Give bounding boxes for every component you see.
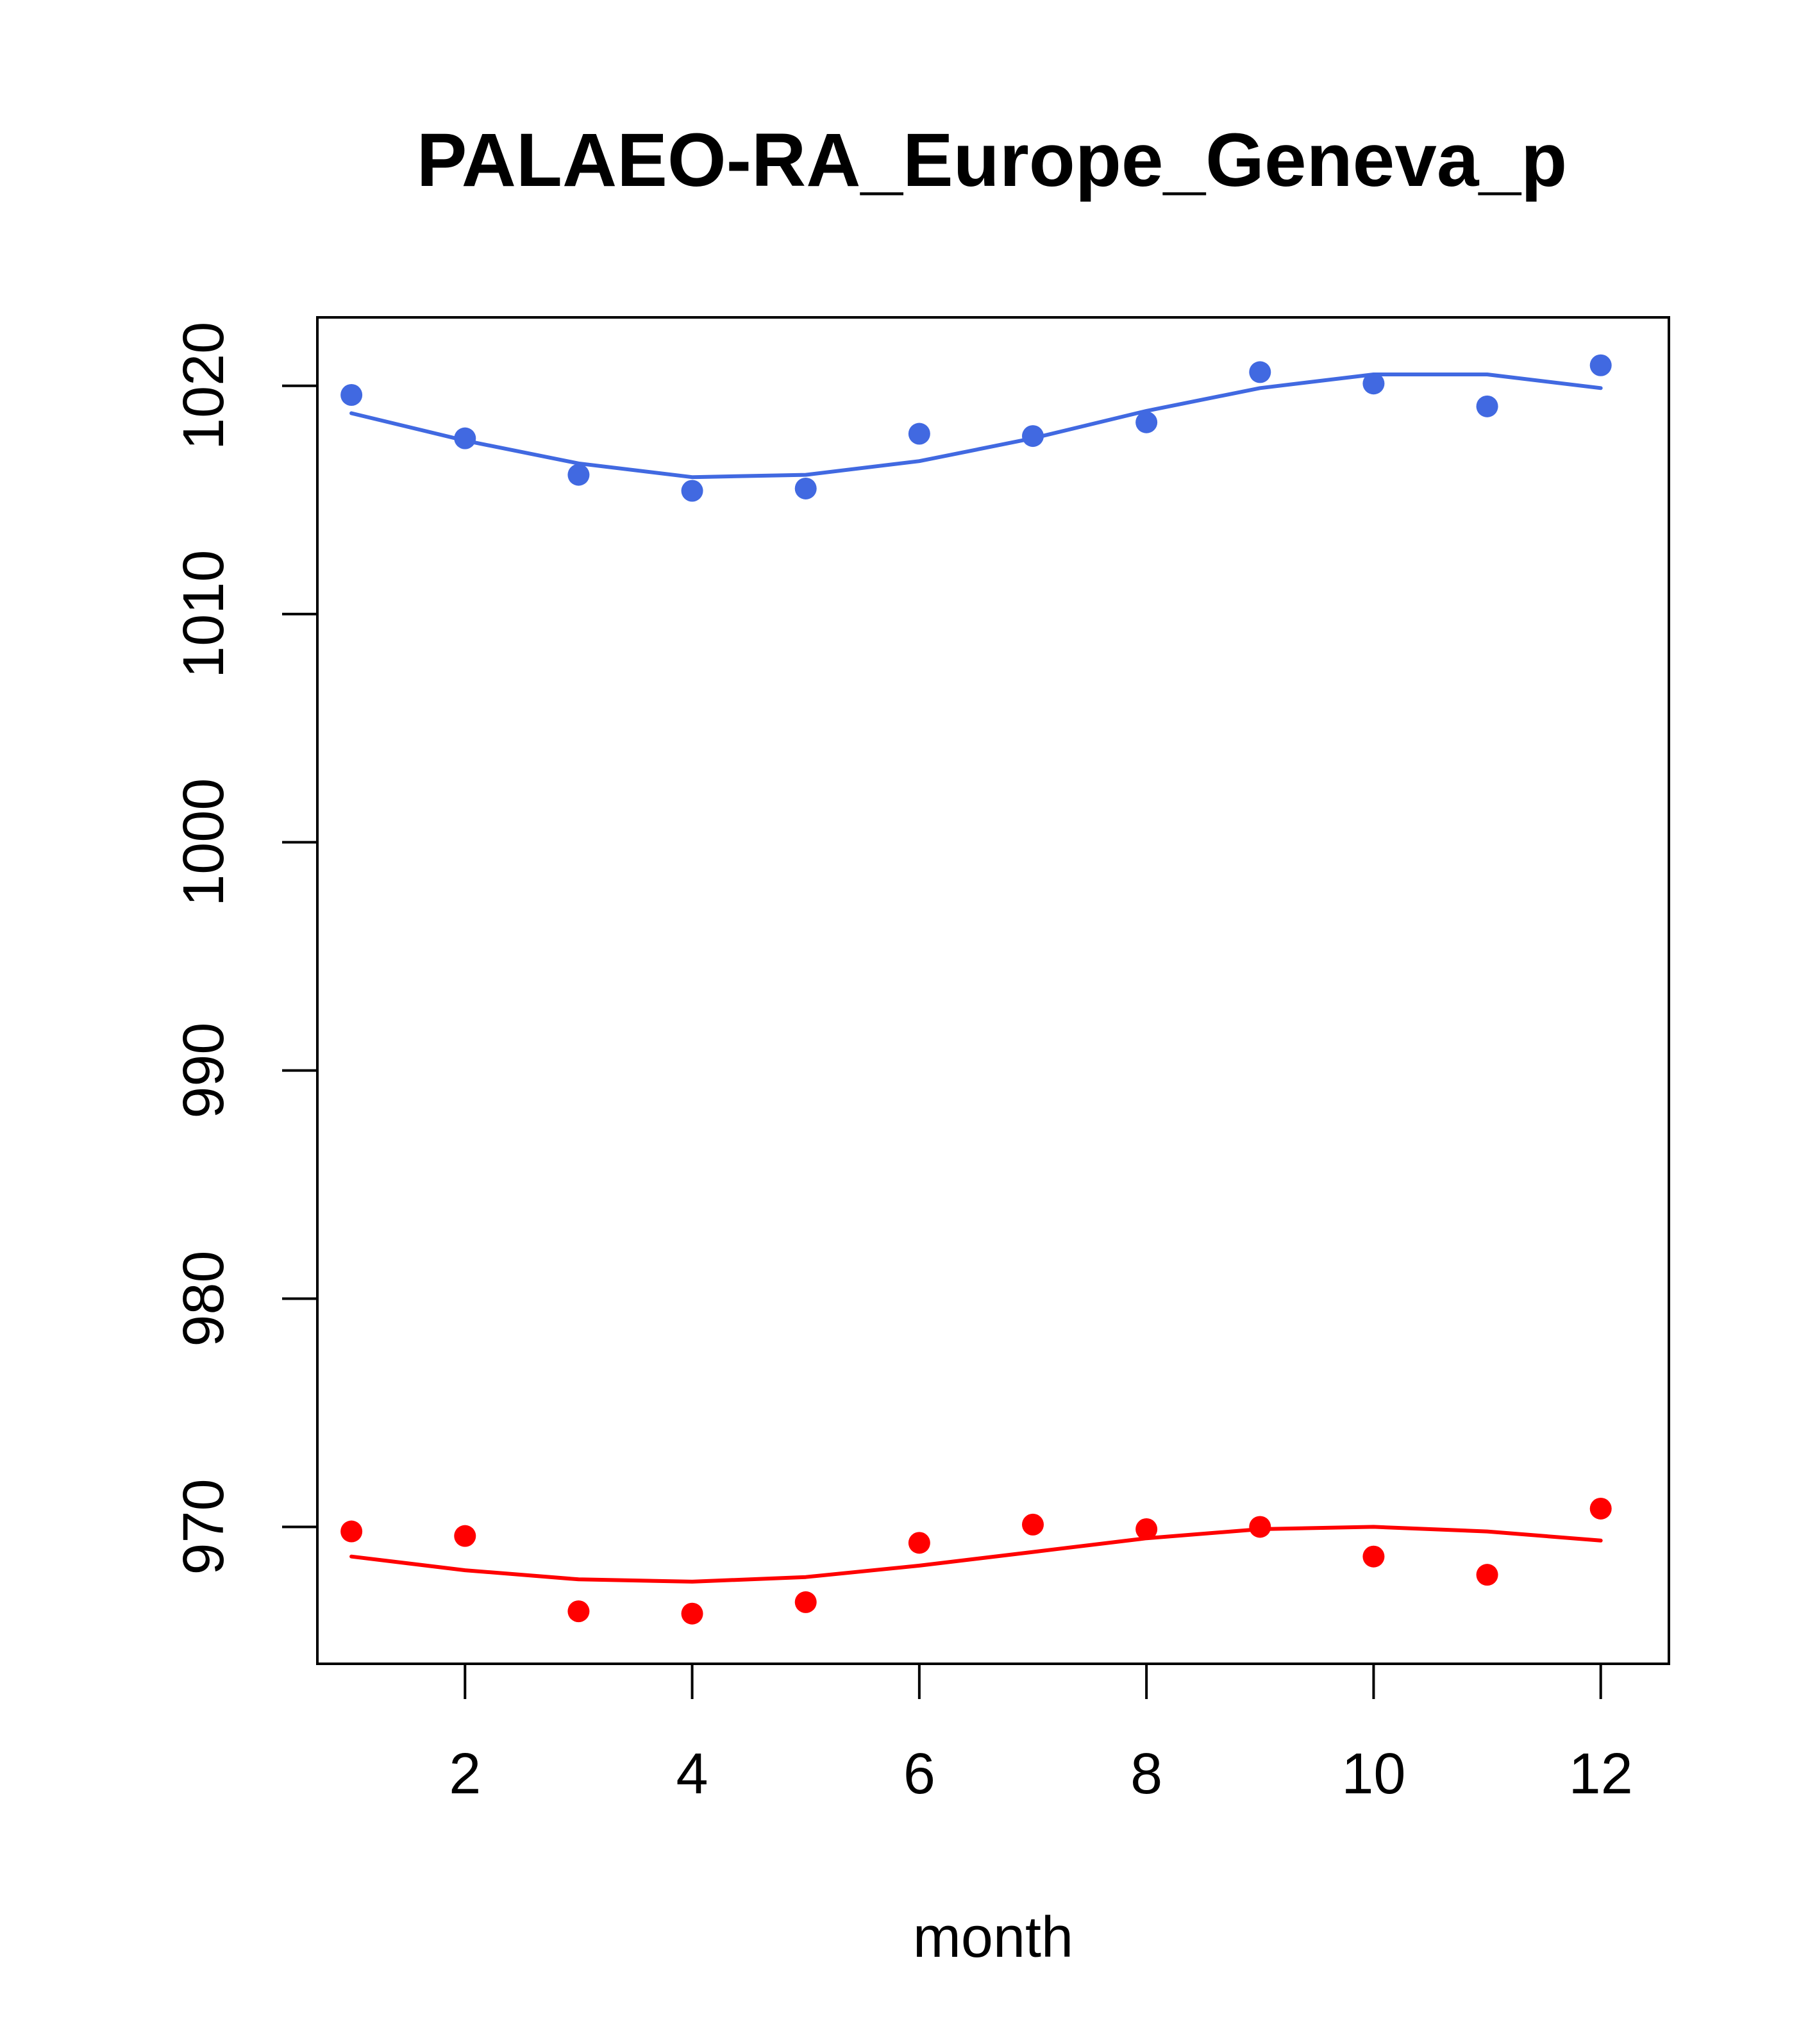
x-tick-label: 4 [676,1742,708,1806]
series-2-point [681,1602,703,1625]
series-2-point [454,1525,476,1547]
series-2-point [794,1591,817,1613]
series-2-point [1135,1518,1158,1540]
series-2-smooth-line [349,1525,1603,1584]
x-axis-label: month [913,1906,1073,1970]
series-1-point [1362,373,1385,395]
y-axis: 970 980 990 1000 1010 1020 [172,322,319,1575]
y-tick-label: 970 [172,1479,236,1575]
x-axis: 2 4 6 8 10 12 [449,1663,1633,1806]
y-tick-label: 990 [172,1022,236,1118]
series-2-point [908,1532,930,1554]
series-2-point [340,1520,363,1543]
y-tick-label: 1010 [172,550,236,678]
chart-title: PALAEO-RA_Europe_Geneva_p [417,118,1568,203]
series-2-point [1476,1564,1498,1586]
series-1-point [1249,361,1271,383]
series-1-point [567,464,590,486]
series-1-point [340,384,363,406]
series-1-point [1476,395,1498,417]
series-1-point [1589,354,1612,376]
series-2-point [1022,1513,1044,1536]
series-1-smooth-line [349,373,1603,480]
series-1-point [1135,411,1158,433]
series-2-point [1249,1516,1271,1538]
x-tick-label: 2 [449,1742,481,1806]
x-tick-label: 10 [1341,1742,1405,1806]
series-2-point [567,1600,590,1623]
y-tick-label: 980 [172,1250,236,1346]
series-1 [340,354,1612,502]
series-1-point [1022,425,1044,448]
series-layer [340,354,1612,1625]
x-tick-label: 8 [1130,1742,1162,1806]
y-tick-label: 1000 [172,778,236,907]
x-tick-label: 6 [903,1742,935,1806]
series-2-point [1589,1497,1612,1520]
y-tick-label: 1020 [172,322,236,450]
series-1-point [454,427,476,449]
series-1-point [794,477,817,499]
series-2 [340,1497,1612,1625]
series-1-point [908,423,930,445]
series-1-point [681,480,703,502]
x-tick-label: 12 [1569,1742,1633,1806]
series-2-point [1362,1545,1385,1568]
